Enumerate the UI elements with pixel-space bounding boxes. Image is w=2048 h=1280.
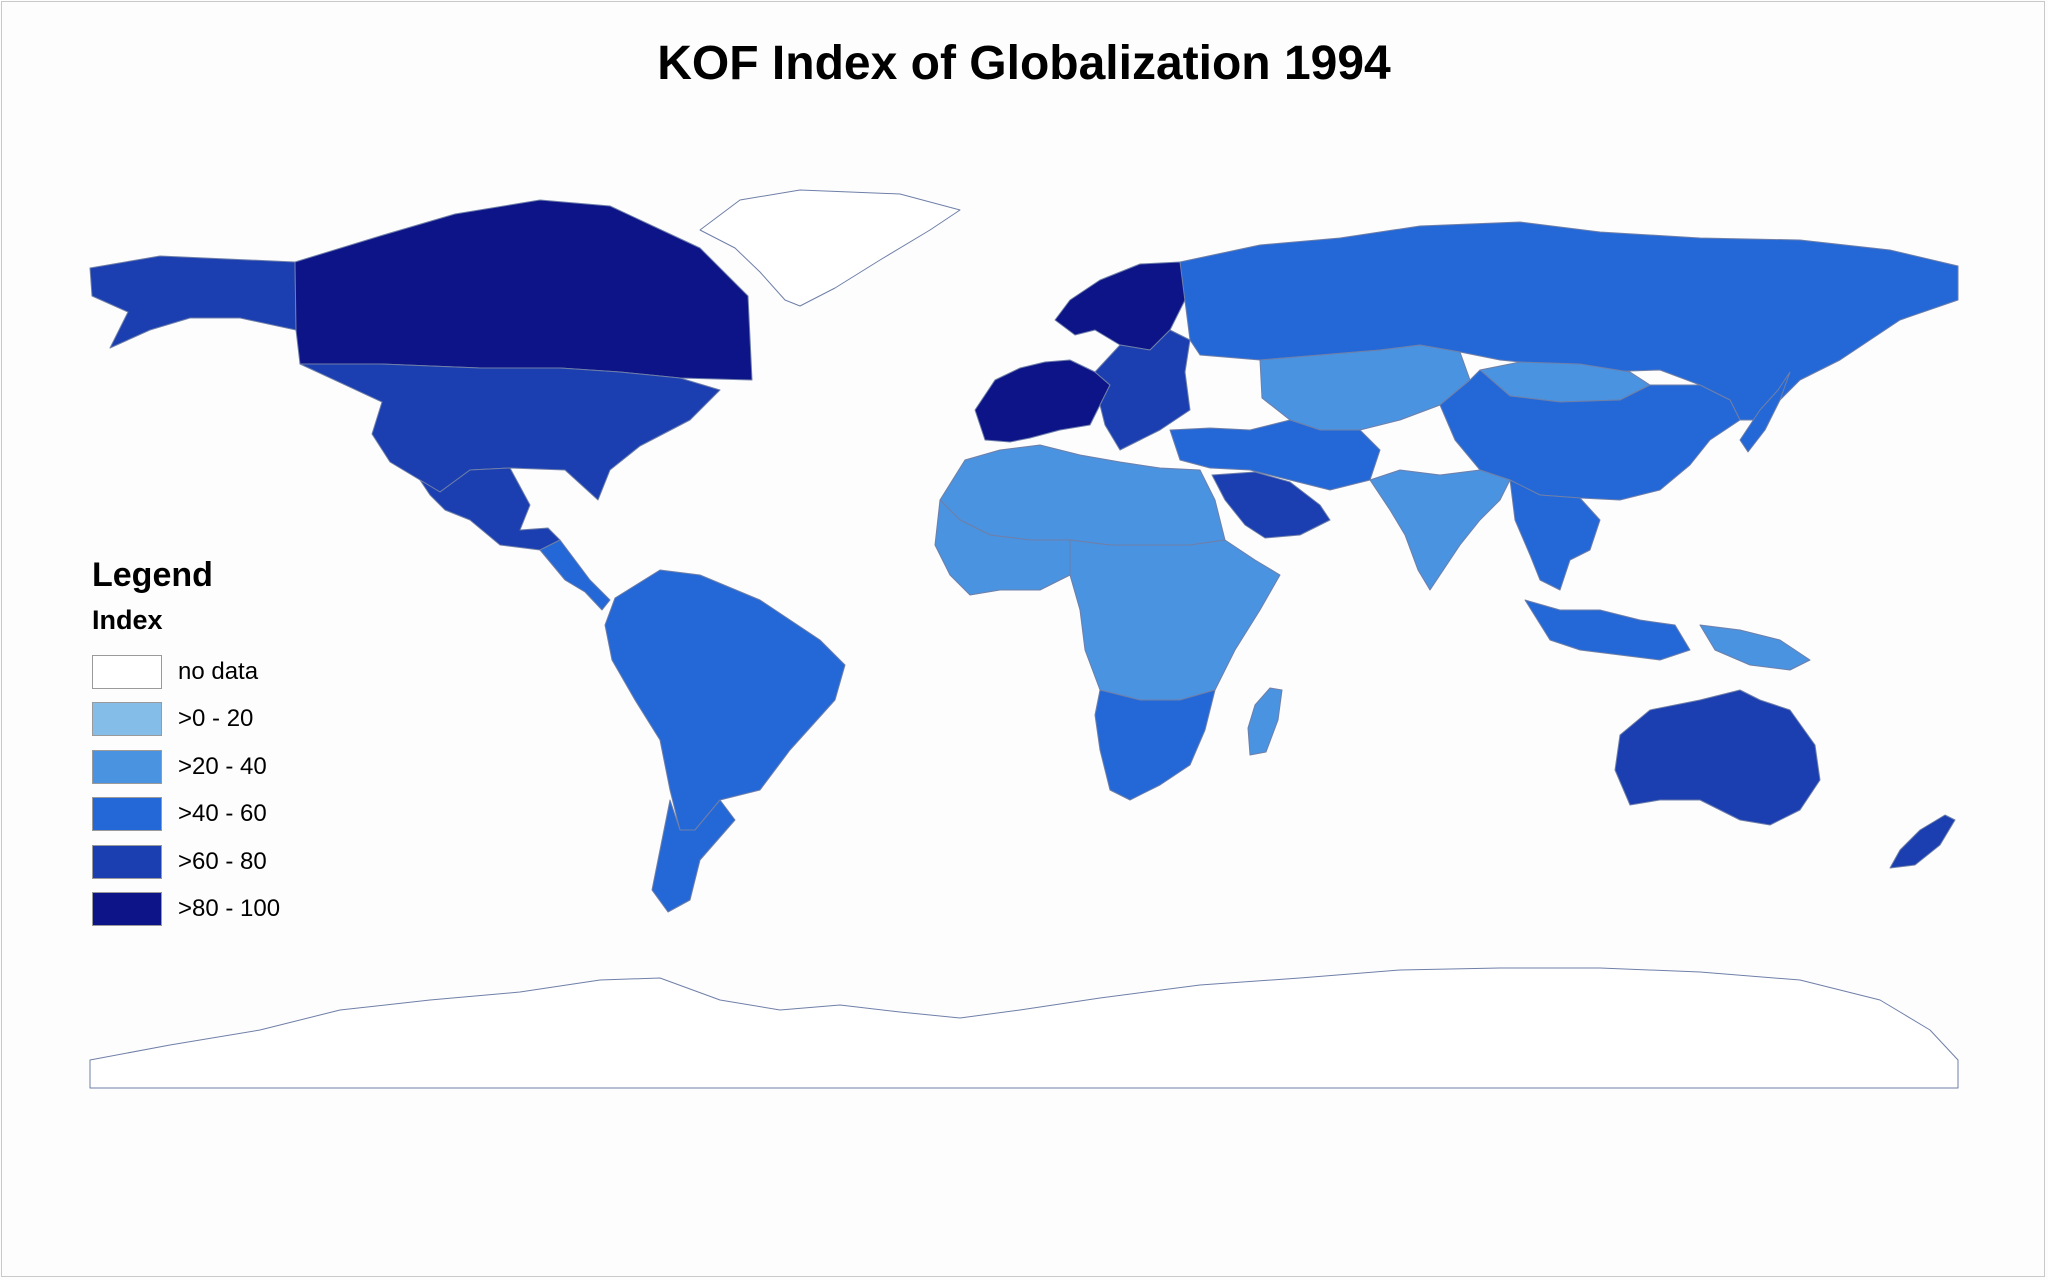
map-title: KOF Index of Globalization 1994 [657, 37, 1391, 90]
legend-item-0-20: >0 - 20 [92, 696, 280, 744]
legend-swatch [92, 654, 162, 689]
region-new-zealand [1889, 814, 1956, 869]
region-argentina [651, 799, 736, 913]
legend-swatch [92, 749, 162, 784]
region-saudi-arabia [1211, 471, 1331, 539]
region-central-africa [1069, 539, 1281, 701]
region-alaska [89, 255, 297, 349]
region-mexico [419, 467, 561, 551]
legend-swatch [92, 892, 162, 927]
legend-label: >0 - 20 [178, 705, 254, 733]
region-new-guinea [1699, 624, 1811, 671]
region-south-america [604, 569, 846, 831]
legend-label: >60 - 80 [178, 847, 267, 875]
legend-label: >20 - 40 [178, 752, 267, 780]
legend-item-20-40: >20 - 40 [92, 743, 280, 791]
legend-item-40-60: >40 - 60 [92, 791, 280, 839]
legend-title: Legend [92, 556, 213, 594]
region-japan [1739, 371, 1791, 453]
region-usa [299, 363, 721, 501]
region-australia [1614, 689, 1821, 826]
legend-label: no data [178, 657, 259, 685]
legend-swatch [92, 844, 162, 879]
region-greenland [699, 189, 961, 307]
legend-subtitle: Index [92, 605, 163, 635]
region-madagascar [1247, 687, 1283, 756]
region-southeast-asia [1509, 479, 1601, 591]
region-west-africa [934, 499, 1071, 596]
region-antarctica [89, 967, 1959, 1089]
legend-item-80-100: >80 - 100 [92, 886, 280, 934]
legend-label: >40 - 60 [178, 800, 267, 828]
legend-swatch [92, 702, 162, 737]
legend-item-no-data: no data [92, 648, 280, 696]
legend-swatch [92, 797, 162, 832]
legend-item-60-80: >60 - 80 [92, 838, 280, 886]
region-indonesia [1524, 599, 1691, 661]
region-central-america [539, 539, 611, 611]
region-central-asia [1259, 344, 1471, 431]
region-western-europe [974, 359, 1111, 443]
legend: Legend Index no data >0 - 20 >20 - 40 >4… [92, 556, 280, 933]
region-scandinavia [1054, 261, 1191, 351]
region-middle-east [1169, 419, 1381, 491]
region-canada [294, 199, 753, 381]
region-southern-africa [1094, 689, 1216, 801]
region-eastern-europe [1094, 329, 1191, 451]
region-india [1369, 469, 1511, 591]
legend-label: >80 - 100 [178, 895, 281, 923]
